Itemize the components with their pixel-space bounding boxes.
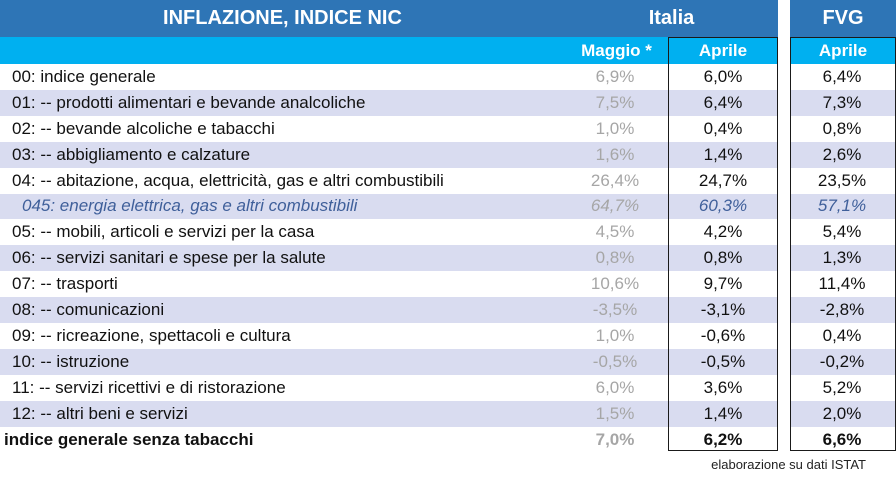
cell-maggio: 10,6% [590, 274, 640, 294]
cell-aprile-fvg: 2,0% [822, 403, 862, 423]
cell-maggio: 26,4% [590, 170, 640, 190]
cell-maggio: 6,0% [595, 377, 635, 397]
row-label: 00: indice generale [12, 66, 156, 86]
table-row: 00: indice generale 6,9% 6,0% 6,4% [0, 64, 896, 90]
cell-aprile-fvg: 2,6% [822, 144, 862, 164]
cell-maggio: 1,5% [595, 403, 635, 423]
table-row: 045: energia elettrica, gas e altri comb… [0, 193, 896, 220]
cell-maggio: 1,0% [595, 118, 635, 138]
row-label: indice generale senza tabacchi [4, 429, 254, 449]
cell-aprile-fvg: 6,4% [822, 66, 862, 86]
source-note: elaborazione su dati ISTAT [711, 457, 866, 472]
table-row: 03: -- abbigliamento e calzature 1,6% 1,4%… [0, 141, 896, 168]
cell-aprile-italia: 24,7% [698, 170, 748, 190]
subheader-spacer [0, 37, 565, 64]
cell-aprile-italia: -0,5% [700, 351, 746, 371]
row-label: 10: -- istruzione [12, 351, 130, 371]
cell-aprile-fvg: 1,3% [822, 248, 862, 268]
column-gap [778, 0, 790, 451]
cell-aprile-fvg: 0,8% [822, 118, 862, 138]
cell-maggio: -0,5% [592, 351, 638, 371]
cell-aprile-italia: 6,4% [703, 92, 743, 112]
table-row: 01: -- prodotti alimentari e bevande ana… [0, 89, 896, 116]
cell-aprile-italia: -0,6% [700, 325, 746, 345]
table-title: INFLAZIONE, INDICE NIC [0, 0, 565, 37]
cell-maggio: -3,5% [592, 300, 638, 320]
header-fvg: FVG [790, 0, 896, 37]
cell-aprile-italia: 0,4% [703, 118, 743, 138]
cell-maggio: 64,7% [590, 196, 640, 216]
table-row: 02: -- bevande alcoliche e tabacchi 1,0% 0… [0, 116, 896, 142]
cell-maggio: 4,5% [595, 222, 635, 242]
table-row: 07: -- trasporti 10,6% 9,7% 11,4% [0, 271, 896, 297]
table-row: 05: -- mobili, articoli e servizi per la… [0, 219, 896, 245]
table-row: 08: -- comunicazioni -3,5% -3,1% -2,8% [0, 297, 896, 323]
cell-aprile-fvg: 0,4% [822, 325, 862, 345]
row-label: 04: -- abitazione, acqua, elettricità, g… [12, 170, 444, 190]
cell-aprile-fvg: 5,4% [822, 222, 862, 242]
cell-aprile-italia: 1,4% [703, 403, 743, 423]
cell-aprile-italia: 6,2% [703, 429, 743, 449]
cell-aprile-italia: 1,4% [703, 144, 743, 164]
cell-aprile-fvg: 7,3% [822, 92, 862, 112]
cell-aprile-italia: 6,0% [703, 66, 743, 86]
cell-maggio: 0,8% [595, 248, 635, 268]
cell-aprile-italia: 0,8% [703, 248, 743, 268]
cell-maggio: 7,5% [595, 92, 635, 112]
cell-aprile-fvg: -0,2% [819, 351, 865, 371]
row-label: 03: -- abbigliamento e calzature [12, 144, 251, 164]
row-label: 12: -- altri beni e servizi [12, 403, 188, 423]
cell-maggio: 1,6% [595, 144, 635, 164]
cell-maggio: 1,0% [595, 325, 635, 345]
row-label: 11: -- servizi ricettivi e di ristorazio… [12, 377, 286, 397]
table-row: 11: -- servizi ricettivi e di ristorazio… [0, 375, 896, 401]
cell-aprile-italia: 60,3% [698, 196, 748, 216]
row-label: 02: -- bevande alcoliche e tabacchi [12, 118, 275, 138]
cell-aprile-fvg: 5,2% [822, 377, 862, 397]
table-row: 10: -- istruzione -0,5% -0,5% -0,2% [0, 348, 896, 375]
row-label: 06: -- servizi sanitari e spese per la s… [12, 248, 326, 268]
row-label: 07: -- trasporti [12, 274, 118, 294]
table-row: 04: -- abitazione, acqua, elettricità, g… [0, 168, 896, 194]
cell-maggio: 7,0% [595, 429, 635, 449]
row-label: 09: -- ricreazione, spettacoli e cultura [12, 325, 291, 345]
col-header-maggio: Maggio * [565, 37, 668, 64]
cell-maggio: 6,9% [595, 66, 635, 86]
cell-aprile-fvg: 57,1% [817, 196, 867, 216]
table-row: indice generale senza tabacchi 7,0% 6,2% 6,… [0, 427, 896, 453]
cell-aprile-italia: -3,1% [700, 300, 746, 320]
cell-aprile-fvg: 11,4% [818, 274, 866, 294]
cell-aprile-italia: 9,7% [703, 274, 743, 294]
row-label: 01: -- prodotti alimentari e bevande ana… [12, 92, 366, 112]
table-row: 06: -- servizi sanitari e spese per la s… [0, 245, 896, 272]
row-label: 08: -- comunicazioni [12, 300, 165, 320]
col-header-aprile-italia: Aprile [668, 37, 778, 64]
col-header-aprile-fvg: Aprile [790, 37, 896, 64]
cell-aprile-fvg: -2,8% [819, 300, 865, 320]
cell-aprile-fvg: 6,6% [822, 429, 862, 449]
cell-aprile-italia: 3,6% [703, 377, 743, 397]
row-label: 05: -- mobili, articoli e servizi per la… [12, 222, 315, 242]
cell-aprile-fvg: 23,5% [817, 170, 867, 190]
table-row: 09: -- ricreazione, spettacoli e cultura… [0, 323, 896, 349]
table-row: 12: -- altri beni e servizi 1,5% 1,4% 2,0% [0, 400, 896, 427]
row-label: 045: energia elettrica, gas e altri comb… [22, 196, 358, 216]
cell-aprile-italia: 4,2% [703, 222, 743, 242]
header-italia: Italia [565, 0, 778, 37]
